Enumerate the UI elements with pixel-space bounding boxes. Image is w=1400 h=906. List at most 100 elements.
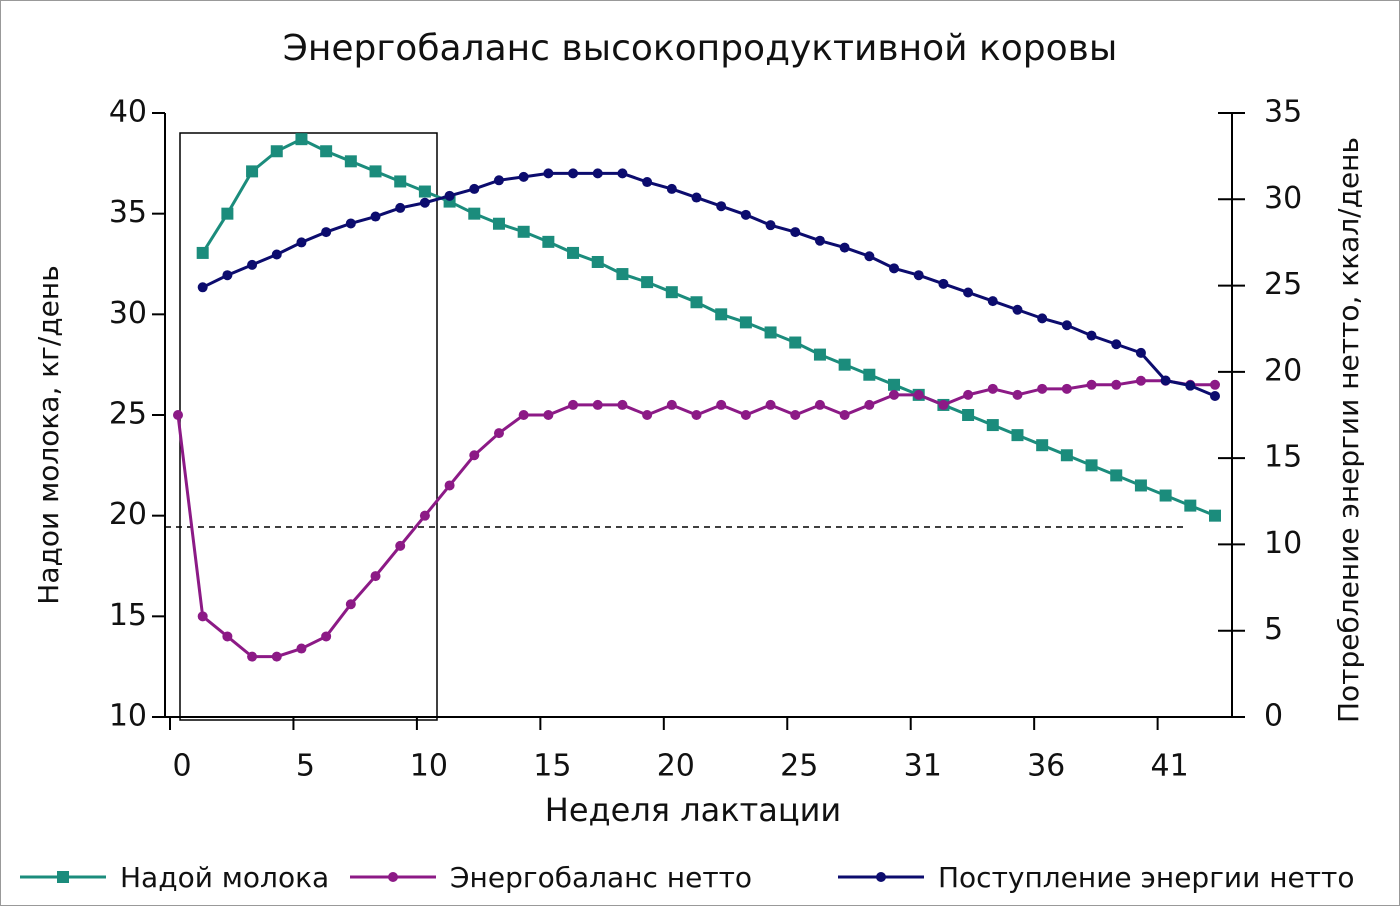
- y2-tick-label: 0: [1264, 699, 1283, 734]
- y-tick-label: 15: [109, 598, 147, 633]
- data-point: [1060, 449, 1073, 462]
- y2-tick-label: 10: [1264, 526, 1302, 561]
- data-point: [839, 242, 850, 253]
- data-point: [369, 165, 382, 178]
- data-point: [321, 631, 332, 642]
- data-point: [517, 225, 530, 238]
- data-point: [173, 410, 183, 420]
- data-point: [986, 419, 999, 432]
- data-point: [740, 209, 751, 220]
- data-point: [271, 249, 282, 260]
- data-point: [197, 611, 208, 622]
- y-tick-label: 20: [109, 497, 147, 532]
- data-point: [222, 270, 233, 281]
- data-point: [987, 383, 998, 394]
- data-point: [469, 183, 480, 194]
- legend-marker: [388, 872, 398, 882]
- data-point: [716, 399, 727, 410]
- data-point: [765, 220, 776, 231]
- data-point: [739, 316, 752, 329]
- data-point: [691, 410, 702, 420]
- data-point: [1037, 313, 1048, 324]
- x-tick-label: 41: [1151, 749, 1189, 784]
- data-point: [740, 410, 751, 420]
- data-point: [642, 177, 653, 188]
- legend-marker: [57, 871, 69, 883]
- x-tick-label: 10: [410, 749, 448, 784]
- data-point: [1135, 347, 1146, 358]
- data-point: [1061, 383, 1072, 394]
- data-point: [790, 227, 801, 238]
- data-point: [838, 358, 851, 371]
- data-point: [888, 378, 901, 391]
- data-point: [617, 399, 628, 410]
- data-point: [419, 197, 430, 208]
- data-point: [1037, 383, 1048, 394]
- data-point: [321, 227, 332, 238]
- data-point: [715, 308, 728, 321]
- chart-title: Энергобаланс высокопродуктивной коровы: [283, 28, 1118, 69]
- data-point: [246, 165, 259, 178]
- data-point: [1110, 469, 1123, 482]
- x-tick-label: 20: [657, 749, 695, 784]
- y2-tick-label: 25: [1264, 267, 1302, 302]
- y-tick-label: 35: [109, 195, 147, 230]
- data-point: [863, 368, 876, 381]
- data-point: [1061, 320, 1072, 331]
- data-point: [665, 286, 678, 299]
- data-point: [691, 192, 702, 203]
- data-point: [1134, 479, 1147, 492]
- data-point: [1086, 330, 1097, 341]
- data-point: [444, 480, 455, 491]
- data-point: [641, 276, 654, 289]
- data-point: [419, 510, 430, 521]
- data-point: [568, 168, 579, 179]
- data-point: [518, 171, 529, 182]
- data-point: [690, 296, 703, 309]
- data-point: [1011, 429, 1024, 442]
- x-tick-label: 0: [172, 749, 191, 784]
- x-tick-label: 15: [533, 749, 571, 784]
- data-point: [1111, 379, 1122, 390]
- data-point: [765, 399, 776, 410]
- data-point: [221, 207, 234, 220]
- y2-tick-label: 30: [1264, 181, 1302, 216]
- data-point: [642, 410, 653, 420]
- y-tick-label: 30: [109, 296, 147, 331]
- data-point: [913, 270, 924, 281]
- data-point: [468, 207, 481, 220]
- data-point: [987, 296, 998, 307]
- data-point: [296, 643, 307, 654]
- data-point: [764, 326, 777, 339]
- data-point: [813, 348, 826, 361]
- data-point: [716, 201, 727, 212]
- data-point: [889, 263, 900, 274]
- data-point: [345, 218, 356, 229]
- data-point: [864, 251, 875, 262]
- data-point: [395, 540, 406, 551]
- data-point: [542, 235, 555, 248]
- data-point: [962, 409, 975, 421]
- data-point: [1036, 439, 1049, 452]
- data-point: [568, 399, 579, 410]
- data-point: [1012, 389, 1023, 400]
- data-point: [493, 428, 504, 439]
- data-point: [864, 399, 875, 410]
- data-point: [1111, 339, 1122, 350]
- data-point: [518, 410, 529, 420]
- data-point: [295, 133, 308, 146]
- data-point: [1012, 304, 1023, 315]
- data-point: [666, 183, 677, 194]
- data-point: [271, 651, 282, 662]
- data-point: [1209, 509, 1221, 522]
- x-tick-label: 25: [780, 749, 818, 784]
- y2-tick-label: 15: [1264, 440, 1302, 475]
- data-point: [789, 336, 802, 349]
- data-point: [197, 282, 208, 293]
- data-point: [814, 399, 825, 410]
- x-tick-label: 36: [1027, 749, 1065, 784]
- data-point: [814, 235, 825, 246]
- x-tick-label: 5: [296, 749, 315, 784]
